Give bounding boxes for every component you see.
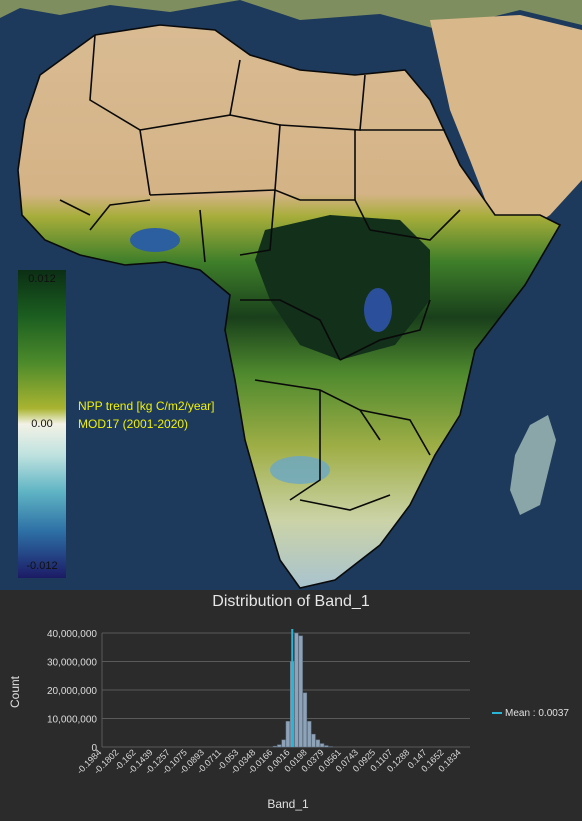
histogram-bar xyxy=(315,739,320,748)
y-tick-label: 30,000,000 xyxy=(47,658,97,669)
arabia-landmass xyxy=(430,15,582,235)
color-legend-bar: 0.012 0.00 -0.012 xyxy=(18,270,66,578)
legend-max-label: 0.012 xyxy=(28,273,56,285)
y-tick-label: 0 xyxy=(91,743,97,754)
negative-patch-south xyxy=(270,456,330,484)
y-tick-label: 10,000,000 xyxy=(47,715,97,726)
legend-min-label: -0.012 xyxy=(26,560,58,572)
negative-patch-lake xyxy=(364,288,392,332)
histogram-bar xyxy=(319,743,325,748)
chart-title: Distribution of Band_1 xyxy=(212,593,370,610)
y-tick-label: 40,000,000 xyxy=(47,629,97,640)
histogram-bar xyxy=(281,739,286,748)
histogram-bar xyxy=(307,721,312,748)
histogram-bar xyxy=(324,745,329,748)
histogram-bar xyxy=(285,721,290,748)
mean-legend-swatch xyxy=(492,712,502,715)
madagascar xyxy=(510,415,556,515)
negative-patch-west xyxy=(130,228,180,252)
y-tick-label: 20,000,000 xyxy=(47,686,97,697)
map-panel: 0.012 0.00 -0.012 NPP trend [kg C/m2/yea… xyxy=(0,0,582,590)
legend-mid-label: 0.00 xyxy=(31,418,53,430)
histogram-panel: 40,000,000 30,000,000 20,000,000 10,000,000… xyxy=(0,590,582,821)
histogram-bar xyxy=(311,733,316,748)
map-caption-units: NPP trend [kg C/m2/year] xyxy=(78,399,215,413)
x-axis-label: Band_1 xyxy=(267,797,309,811)
histogram-bar xyxy=(302,692,308,748)
mean-legend-label: Mean : 0.0037 xyxy=(505,708,569,719)
y-axis-label: Count xyxy=(8,675,22,709)
map-caption-source: MOD17 (2001-2020) xyxy=(78,417,189,431)
africa-map xyxy=(0,0,582,589)
mean-legend: Mean : 0.0037 xyxy=(492,708,569,719)
histogram-chart: 40,000,000 30,000,000 20,000,000 10,000,000… xyxy=(47,629,470,776)
histogram-bar xyxy=(294,632,299,748)
histogram-bar xyxy=(298,635,303,748)
country-borders xyxy=(17,24,562,589)
histogram-bar xyxy=(277,744,282,748)
histogram-bar xyxy=(272,745,278,748)
